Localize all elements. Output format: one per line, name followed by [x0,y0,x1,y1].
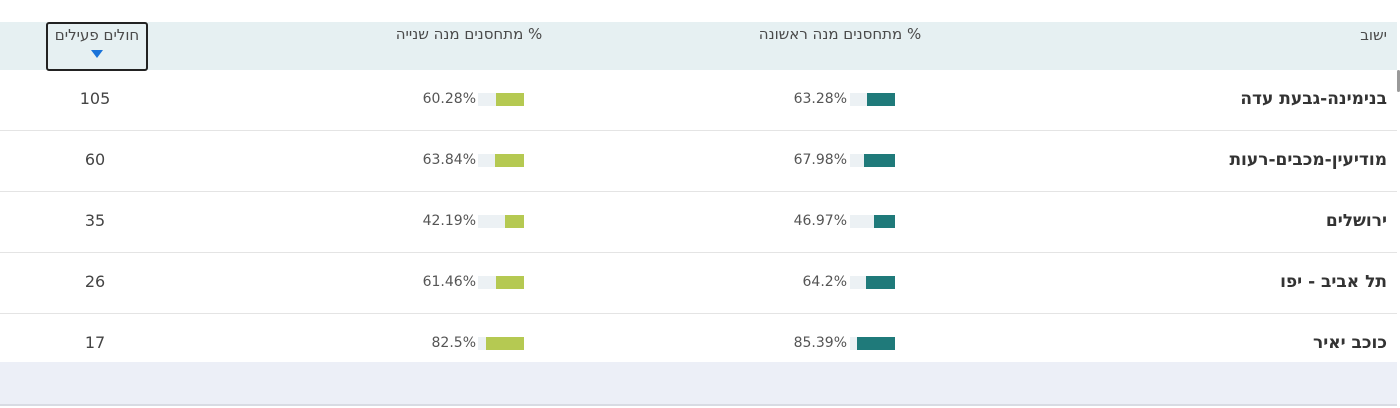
header-second-dose[interactable]: % מתחסנים מנה שנייה [395,25,543,43]
second-dose-bar [504,215,524,228]
table-body: בנימינה-גבעת עדה 63.28% 60.28% 105 מודיעין-מ… [0,70,1397,374]
header-first-dose[interactable]: % מתחסנים מנה ראשונה [758,25,922,43]
second-dose-percent: 42.19% [422,213,476,229]
second-dose-bar-track [478,276,524,289]
sort-down-triangle-icon [91,50,103,58]
first-dose-bar [866,93,895,106]
second-dose-percent: 61.46% [422,274,476,290]
town-name: בנימינה-גבעת עדה [1240,89,1387,109]
towns-table: ישוב % מתחסנים מנה ראשונה % מתחסנים מנה … [0,22,1397,374]
first-dose-bar-track [850,93,895,106]
town-name: ירושלים [1325,211,1387,231]
first-dose-bar [856,337,895,350]
header-town[interactable]: ישוב [1360,26,1387,44]
second-dose-bar-track [478,93,524,106]
scrollbar-thumb[interactable] [1397,70,1400,92]
second-dose-bar [496,93,524,106]
second-dose-percent: 63.84% [422,152,476,168]
active-sick-count: 35 [84,211,106,230]
first-dose-percent: 46.97% [793,213,847,229]
first-dose-percent: 67.98% [793,152,847,168]
table-header: ישוב % מתחסנים מנה ראשונה % מתחסנים מנה … [0,22,1397,71]
first-dose-bar [864,154,895,167]
active-sick-count: 17 [84,333,106,352]
first-dose-percent: 64.2% [802,274,847,290]
second-dose-bar-track [478,154,524,167]
town-name: מודיעין-מכבים-רעות [1229,150,1387,170]
first-dose-bar-track [850,337,895,350]
first-dose-bar-track [850,215,895,228]
header-active-sick[interactable]: חולים פעילים [46,22,148,71]
first-dose-percent: 63.28% [793,91,847,107]
first-dose-bar [866,276,895,289]
active-sick-count: 26 [84,272,106,291]
second-dose-percent: 60.28% [422,91,476,107]
second-dose-bar-track [478,215,524,228]
footer-divider [0,404,1397,406]
table-row[interactable]: בנימינה-גבעת עדה 63.28% 60.28% 105 [0,70,1397,131]
town-name: כוכב יאיר [1312,333,1387,353]
first-dose-bar [873,215,895,228]
table-footer [0,362,1397,404]
second-dose-percent: 82.5% [431,335,476,351]
header-active-sick-label: חולים פעילים [54,26,140,44]
active-sick-count: 60 [84,150,106,169]
second-dose-bar [495,276,524,289]
second-dose-bar [486,337,524,350]
table-row[interactable]: כוכב יאיר 85.39% 82.5% 17 [0,314,1397,374]
first-dose-bar-track [850,154,895,167]
second-dose-bar [494,154,524,167]
table-row[interactable]: מודיעין-מכבים-רעות 67.98% 63.84% 60 [0,131,1397,192]
first-dose-bar-track [850,276,895,289]
active-sick-count: 105 [79,89,111,108]
table-row[interactable]: תל אביב - יפו 64.2% 61.46% 26 [0,253,1397,314]
town-name: תל אביב - יפו [1280,272,1387,292]
second-dose-bar-track [478,337,524,350]
table-row[interactable]: ירושלים 46.97% 42.19% 35 [0,192,1397,253]
first-dose-percent: 85.39% [793,335,847,351]
